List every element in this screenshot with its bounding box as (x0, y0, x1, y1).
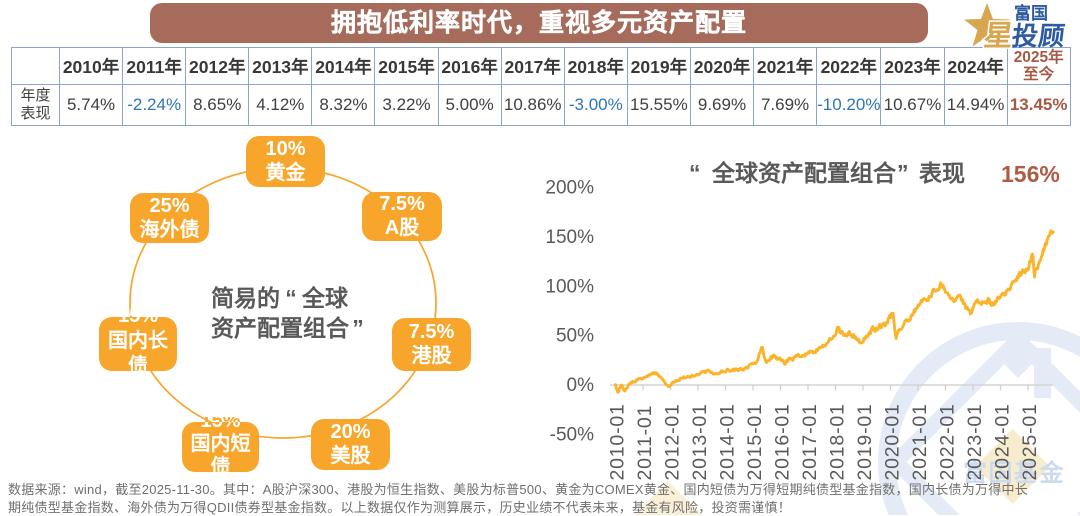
svg-text:2013-01: 2013-01 (689, 403, 711, 480)
svg-text:“全球资产配置组合”表现: “全球资产配置组合” 表现 (689, 160, 965, 186)
svg-text:0%: 0% (567, 375, 595, 396)
svg-text:2010-01: 2010-01 (607, 403, 629, 480)
svg-text:2018-01: 2018-01 (827, 403, 849, 480)
svg-text:2025-01: 2025-01 (1019, 403, 1041, 480)
svg-text:2017-01: 2017-01 (799, 403, 821, 480)
svg-text:2014-01: 2014-01 (717, 403, 739, 480)
svg-text:2024-01: 2024-01 (992, 403, 1014, 480)
svg-text:投顾: 投顾 (1010, 21, 1067, 51)
svg-text:富国: 富国 (1014, 3, 1048, 23)
svg-text:2016-01: 2016-01 (772, 403, 794, 480)
svg-text:2015-01: 2015-01 (744, 403, 766, 480)
svg-text:2011-01: 2011-01 (634, 405, 656, 481)
svg-text:100%: 100% (545, 276, 594, 297)
svg-text:星: 星 (982, 21, 1015, 53)
svg-text:富国基金: 富国基金 (963, 459, 1065, 487)
svg-text:2022-01: 2022-01 (937, 403, 959, 480)
svg-text:156%: 156% (1001, 161, 1060, 187)
svg-text:2023-01: 2023-01 (964, 403, 986, 480)
svg-text:50%: 50% (556, 326, 594, 347)
svg-text:2020-01: 2020-01 (882, 403, 904, 480)
svg-text:200%: 200% (545, 178, 594, 199)
svg-text:-50%: -50% (550, 425, 594, 446)
svg-text:2012-01: 2012-01 (662, 403, 684, 480)
svg-text:2019-01: 2019-01 (854, 403, 876, 480)
svg-text:150%: 150% (545, 227, 594, 248)
svg-text:2021-01: 2021-01 (909, 403, 931, 480)
